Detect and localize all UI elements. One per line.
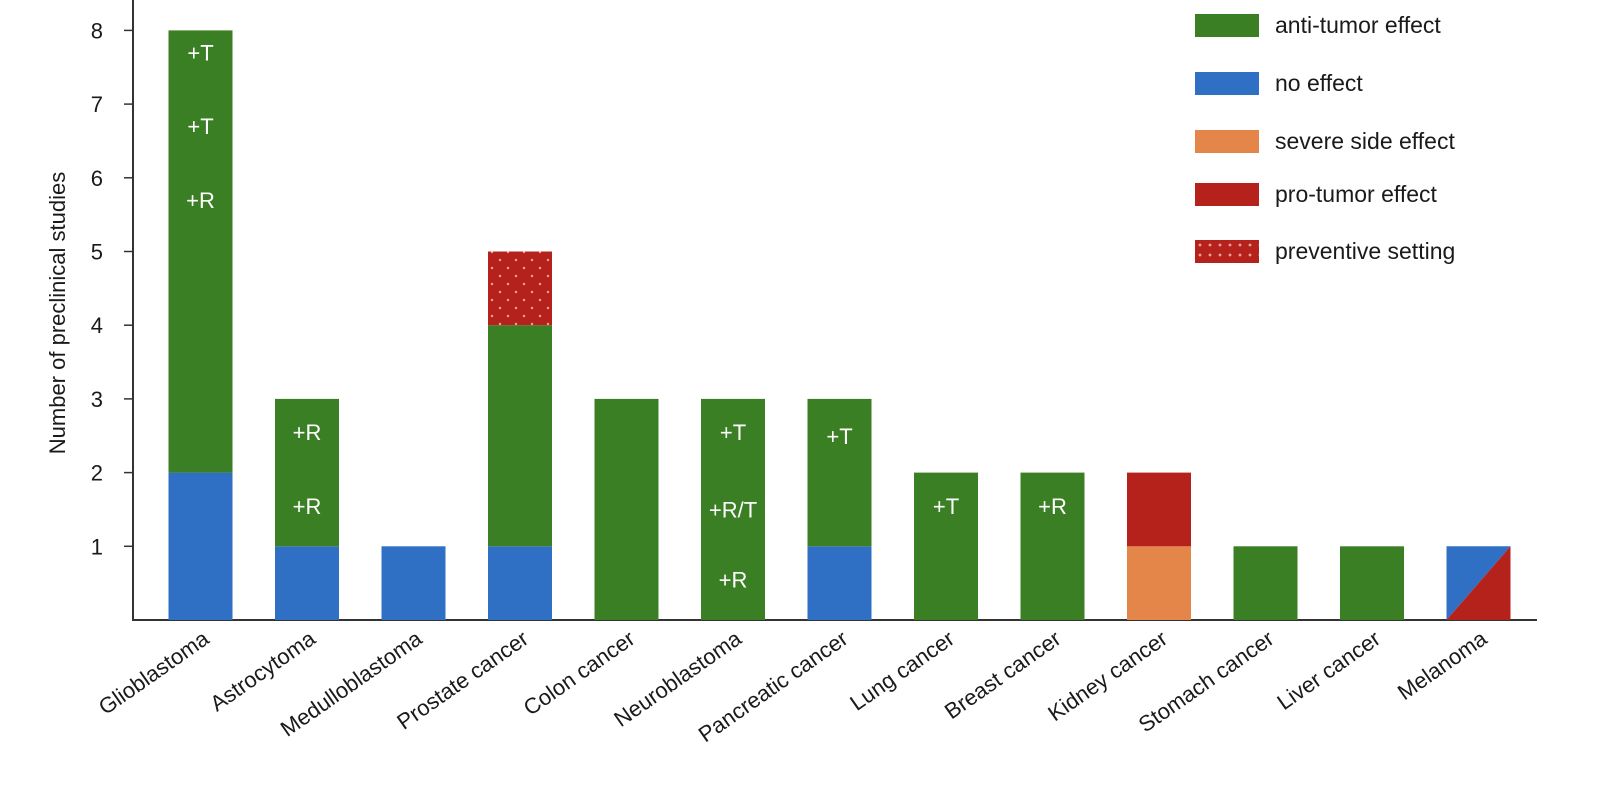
bar-annotation-label: +T [720,420,746,445]
bar-segment-no-effect [381,546,446,620]
bar-segment-anti-tumor-effect [488,325,552,547]
bar-annotation-label: +R [1038,494,1067,519]
y-axis-title: Number of preclinical studies [45,171,70,455]
bar-annotation-label: +R [719,567,748,592]
legend-item-no-effect: no effect [1195,68,1595,98]
bar-segment-no-effect [275,546,339,620]
y-tick-label: 8 [91,18,103,43]
x-tick-label: Melanoma [1393,625,1492,705]
legend-label: anti-tumor effect [1275,11,1441,38]
bar-segment-preventive-setting [488,251,552,326]
bar-segment-anti-tumor-effect [275,398,339,547]
bar-annotation-label: +R [293,420,322,445]
bar-segment-no-effect [1446,546,1511,620]
y-tick-label: 4 [91,313,103,338]
bar-segment-no-effect [807,546,872,620]
legend-item-preventive-setting: preventive setting [1195,236,1595,266]
legend-swatch-orange [1195,129,1259,153]
legend-swatch-blue [1195,71,1259,95]
bar-annotations: +T +T +R +R +R +T +R/T +R +T +T +R [186,41,1067,593]
legend-label: no effect [1275,69,1363,96]
bar-annotation-label: +T [187,114,213,139]
bar-segment-no-effect [488,546,552,620]
bar-segment-anti-tumor-effect [701,398,765,620]
y-tick-label: 5 [91,240,103,265]
bars-group [168,30,1511,620]
bar-segment-pro-tumor [1446,546,1511,620]
legend-swatch-red [1195,182,1259,206]
y-axis: 1 2 3 4 5 6 7 8 [91,0,1537,621]
bar-segment-anti-tumor-effect [168,30,233,473]
bar-segment-anti-tumor-effect [1020,472,1085,620]
legend-swatch-green [1195,13,1259,37]
y-tick-label: 7 [91,92,103,117]
x-tick-label: Glioblastoma [94,625,214,720]
bar-annotation-label: +R [293,494,322,519]
legend-item-pro-tumor: pro-tumor effect [1195,179,1595,209]
bar-segment-anti-tumor-effect [807,398,872,547]
legend-swatch-red-dotted [1195,239,1259,263]
bar-annotation-label: +T [187,41,213,66]
legend-label: preventive setting [1275,237,1456,264]
x-axis-labels: GlioblastomaAstrocytomaMedulloblastomaPr… [94,625,1492,747]
bar-segment-anti-tumor-effect [1340,546,1404,620]
y-tick-label: 3 [91,387,103,412]
x-tick-label: Liver cancer [1272,626,1385,715]
legend-label: severe side effect [1275,127,1455,154]
bar-annotation-label: +T [933,494,959,519]
legend-label: pro-tumor effect [1275,180,1437,207]
y-tick-label: 2 [91,461,103,486]
bar-segment-anti-tumor-effect [1233,546,1298,620]
bar-segment-anti-tumor-effect [914,472,978,620]
bar-annotation-label: +T [826,424,852,449]
bar-segment-no-effect [168,472,233,620]
y-tick-label: 6 [91,166,103,191]
legend-item-severe-side-effect: severe side effect [1195,126,1595,156]
legend-item-anti-tumor: anti-tumor effect [1195,10,1595,40]
y-tick-label: 1 [91,534,103,559]
bar-segment-pro-tumor-effect [1127,472,1191,547]
bar-annotation-label: +R [186,188,215,213]
bar-segment-severe-side-effect [1127,546,1191,620]
bar-annotation-label: +R/T [709,497,757,522]
bar-segment-anti-tumor-effect [594,398,659,620]
